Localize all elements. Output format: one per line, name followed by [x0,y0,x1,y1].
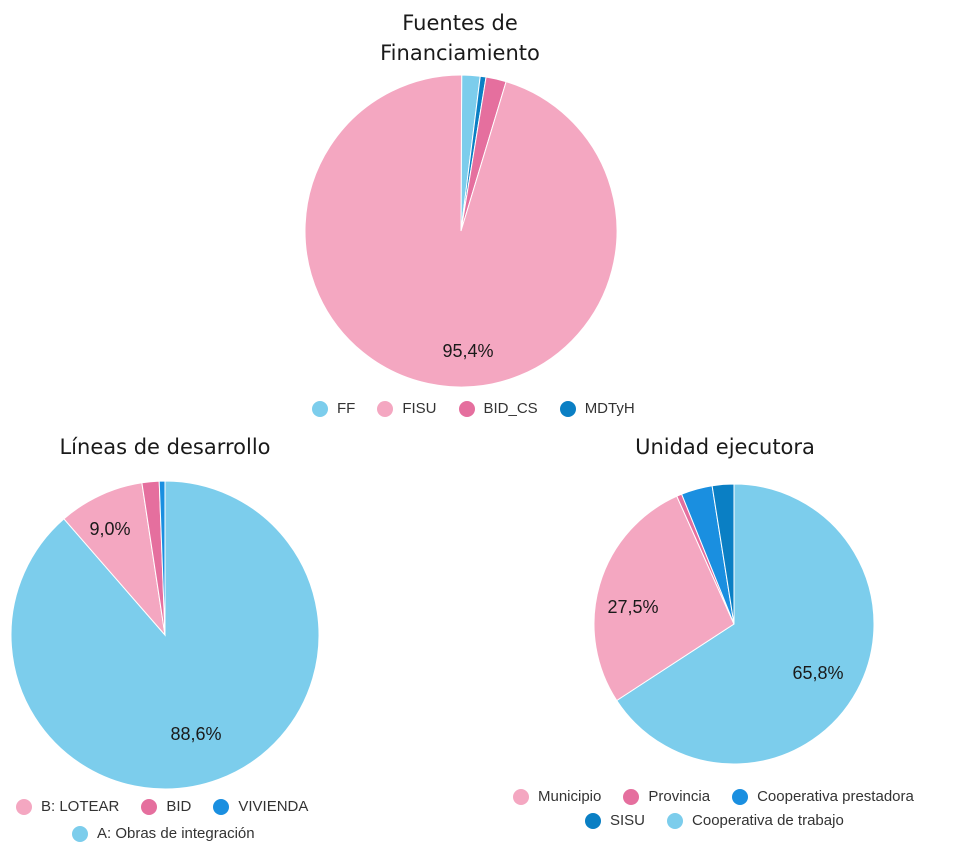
legend-swatch [312,400,328,417]
legend-item: A: Obras de integración [72,825,255,842]
legend: A: Obras de integración [72,825,255,842]
chart-title-line: Fuentes de [402,11,518,35]
legend-item: FF [312,400,355,417]
legend-label: MDTyH [584,400,635,417]
data-label: 95,4% [442,341,493,361]
legend-label: BID_CS [483,400,538,417]
legend-item: Municipio [513,788,601,805]
pie-slice-sisu [711,483,735,625]
legend-swatch [513,788,529,805]
data-label: 65,8% [792,663,843,683]
legend-item: VIVIENDA [213,798,308,815]
chart-title: Fuentes de Financiamiento [310,8,610,68]
pie-slice-municipio [593,495,735,702]
chart-unidad-ejecutora: Unidad ejecutora 65,8% 27,5% Municipio Pr… [485,430,970,854]
legend-label: Municipio [538,788,602,805]
legend-swatch [623,788,640,805]
legend-label: FISU [402,400,437,417]
legend: FF FISU BID_CS MDTyH [312,400,635,417]
legend-item: MDTyH [559,400,635,417]
pie-chart: 88,6% 9,0% [10,480,320,790]
legend-swatch [458,400,475,417]
chart-fuentes-de-financiamiento: Fuentes de Financiamiento 95,4% FF FISU … [304,8,635,417]
legend-label: Provincia [648,788,711,805]
data-label: 88,6% [170,724,221,744]
legend-item: Cooperativa prestadora [732,788,914,805]
legend-item: B: LOTEAR [16,798,119,815]
legend-swatch [72,825,88,842]
legend-item: BID [141,798,191,815]
legend-item: BID_CS [458,400,538,417]
legend: Municipio Provincia Cooperativa prestado… [513,788,914,805]
pie-chart: 95,4% [304,74,618,388]
legend-item: FISU [377,400,437,417]
legend-swatch [559,400,576,417]
legend-item: Cooperativa de trabajo [667,812,844,829]
pie-slice-b-lotear [63,482,166,637]
chart-title-line: Líneas de desarrollo [59,435,271,459]
pie-chart: 65,8% 27,5% [593,483,875,765]
chart-title: Líneas de desarrollo [20,432,310,462]
chart-lineas-de-desarrollo: Líneas de desarrollo 88,6% 9,0% B: LOTEAR… [0,430,485,854]
legend-label: A: Obras de integración [97,825,255,842]
legend-swatch [213,798,230,815]
legend-swatch [16,798,32,815]
pie-slice-cooperativa-de-trabajo [616,483,875,765]
legend-swatch [732,788,749,805]
legend: SISU Cooperativa de trabajo [585,812,844,829]
legend-label: B: LOTEAR [41,798,120,815]
data-label: 9,0% [89,519,130,539]
legend-label: SISU [610,812,646,829]
legend-swatch [667,812,684,829]
pie-slice-fisu [304,74,618,388]
legend-label: VIVIENDA [238,798,309,815]
legend-swatch [141,798,158,815]
legend-swatch [377,400,394,417]
legend-item: SISU [585,812,645,829]
chart-title-line: Financiamiento [380,41,540,65]
legend: B: LOTEAR BID VIVIENDA [16,798,308,815]
legend-label: BID [166,798,192,815]
chart-title: Unidad ejecutora [595,432,855,462]
pie-slice-vivienda [158,480,166,636]
legend-label: Cooperativa de trabajo [692,812,844,829]
chart-title-line: Unidad ejecutora [635,435,815,459]
legend-label: FF [337,400,356,417]
legend-swatch [585,812,601,829]
legend-label: Cooperativa prestadora [757,788,914,805]
data-label: 27,5% [607,597,658,617]
legend-item: Provincia [623,788,710,805]
